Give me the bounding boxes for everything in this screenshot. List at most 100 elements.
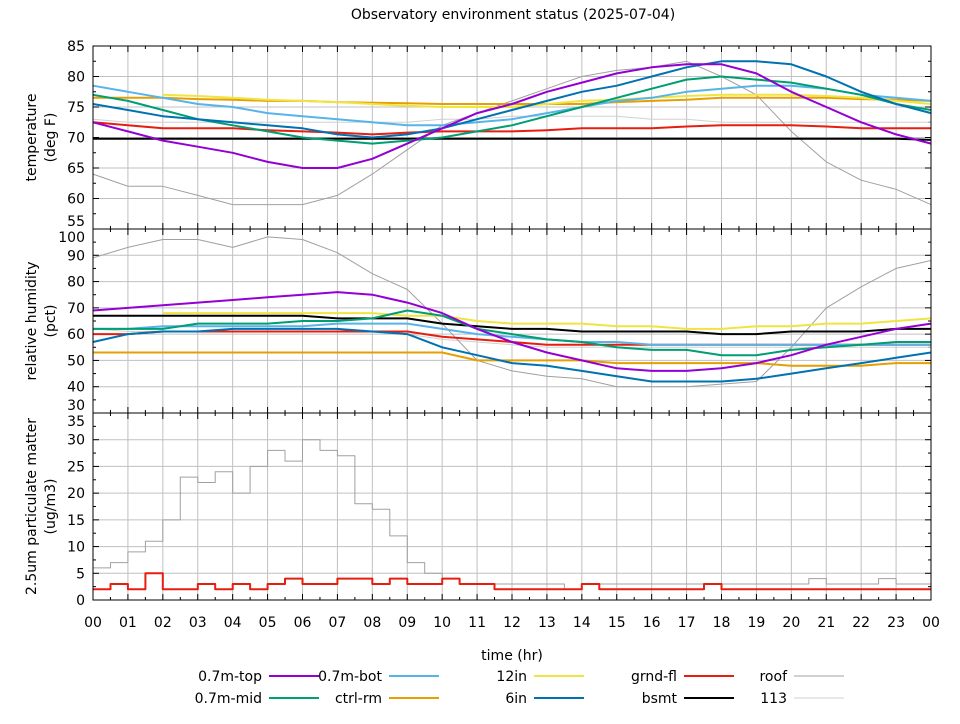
x-tick-label: 11 [468,615,486,631]
legend-label: bsmt [642,691,678,707]
legend: 0.7m-top 0.7m-mid 0.7m-bot ctrl-rm 12in 6in gr… [195,669,844,707]
y-tick-label: 30 [67,398,85,414]
y-tick-label: 60 [67,327,85,343]
x-tick-label: 22 [852,615,870,631]
x-tick-label: 21 [817,615,835,631]
y-tick-label: 40 [67,380,85,396]
y-tick-label: 25 [67,459,85,475]
panel-2: 0 5 10 15 20 25 30 35 2.5um particulate matter (u… [24,412,932,609]
series-line-6in [92,60,932,139]
x-tick-label: 03 [189,615,207,631]
legend-item-0.7m-bot: 0.7m-bot [318,669,439,685]
x-tick-label: 18 [713,615,731,631]
x-tick-label: 16 [643,615,661,631]
x-tick-label: 09 [398,615,416,631]
y-axis-label: temperature [24,94,40,182]
y-axis-label: relative humidity [24,261,40,380]
y-tick-label: 10 [67,540,85,556]
x-tick-label: 01 [119,615,137,631]
y-tick-label: 65 [67,161,85,177]
y-axis-label: (deg F) [43,113,59,163]
y-tick-label: 85 [67,39,85,55]
legend-label: 6in [505,691,527,707]
x-tick-label: 07 [329,615,347,631]
series-line-12in [162,312,932,330]
x-tick-label: 08 [363,615,381,631]
legend-label: 0.7m-bot [318,669,382,685]
series-line-6in [92,327,932,383]
x-tick-label: 10 [433,615,451,631]
legend-label: 0.7m-top [198,669,262,685]
y-tick-label: 20 [67,486,85,502]
y-tick-label: 50 [67,353,85,369]
y-tick-label: 80 [67,275,85,291]
legend-item-grnd-fl: grnd-fl [631,669,734,685]
legend-label: ctrl-rm [335,691,382,707]
series-line-0.7m-mid [92,75,932,145]
x-tick-label: 19 [748,615,766,631]
x-tick-label: 23 [887,615,905,631]
y-tick-label: 100 [58,230,85,246]
y-tick-label: 0 [76,593,85,609]
legend-item-0.7m-mid: 0.7m-mid [195,691,319,707]
series-line-grnd-fl [92,121,931,136]
series-line-roof [93,439,931,590]
y-axis-label: (pct) [43,305,59,338]
y-tick-label: 80 [67,70,85,86]
legend-label: roof [759,669,788,685]
panel-1: 30 40 50 60 70 80 90 100 relative humidity (pct) [24,228,932,414]
y-tick-label: 30 [67,433,85,449]
legend-item-ctrl-rm: ctrl-rm [335,691,439,707]
series-line-bsmt [93,314,931,336]
x-tick-label: 12 [503,615,521,631]
x-tick-label: 04 [224,615,242,631]
series-line-0.7m-bot [93,322,931,346]
series-line-grnd-fl [93,572,931,591]
chart-title: Observatory environment status (2025-07-… [351,7,675,23]
panel-frame [92,412,932,601]
x-tick-label: 06 [294,615,312,631]
legend-item-0.7m-top: 0.7m-top [198,669,319,685]
series-line-0.7m-top [92,63,932,169]
legend-label: 113 [760,691,787,707]
legend-label: grnd-fl [631,669,677,685]
series-line-roof [92,236,932,388]
x-tick-label: 00 [922,615,940,631]
x-tick-label: 15 [608,615,626,631]
legend-label: 0.7m-mid [195,691,262,707]
panel-0: 55 60 65 70 75 80 85 temperature (deg F) [24,39,932,230]
legend-item-12in: 12in [496,669,584,685]
x-tick-label: 00 [84,615,102,631]
legend-label: 12in [496,669,527,685]
series-line-0.7m-top [92,291,932,372]
legend-item-113: 113 [760,691,844,707]
x-tick-label: 05 [259,615,277,631]
series-line-0.7m-mid [93,309,931,357]
x-axis-label: time (hr) [481,648,543,664]
series-line-roof [92,60,932,206]
y-tick-label: 75 [67,100,85,116]
y-tick-label: 35 [67,414,85,430]
series-line-12in [162,93,932,108]
x-tick-label: 13 [538,615,556,631]
series-line-bsmt [93,137,932,141]
legend-item-roof: roof [759,669,844,685]
series-line-0.7m-bot [92,84,932,127]
y-axis-label: (ug/m3) [43,479,59,535]
y-tick-label: 70 [67,301,85,317]
x-tick-label: 02 [154,615,172,631]
x-tick-label: 20 [782,615,800,631]
legend-item-bsmt: bsmt [642,691,734,707]
y-tick-label: 5 [76,566,85,582]
y-tick-label: 15 [67,513,85,529]
x-tick-label: 17 [678,615,696,631]
y-tick-label: 90 [67,248,85,264]
y-tick-label: 55 [67,214,85,230]
legend-item-6in: 6in [505,691,584,707]
y-axis-label: 2.5um particulate matter [24,418,40,595]
x-tick-label: 14 [573,615,591,631]
y-tick-label: 70 [67,131,85,147]
series-line-ctrl-rm [93,351,931,367]
y-tick-label: 60 [67,192,85,208]
